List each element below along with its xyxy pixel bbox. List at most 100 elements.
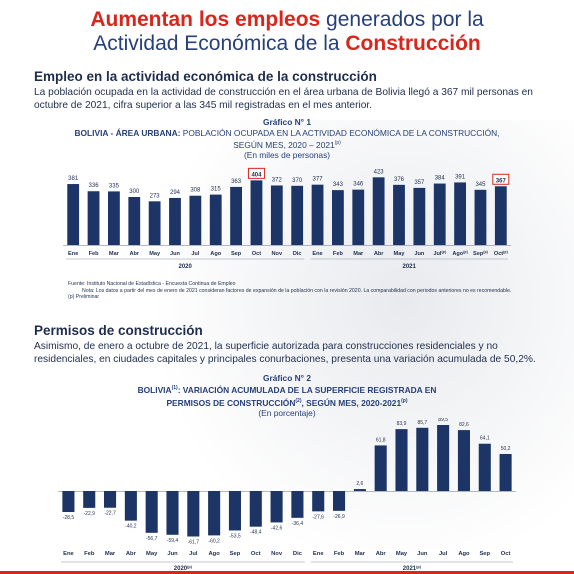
chart1-source: Fuente: Instituto Nacional de Estadístic…	[68, 281, 236, 287]
chart2-category-label: Dic	[293, 551, 303, 557]
chart2-category-label: Ago	[208, 551, 220, 557]
chart2-bar	[395, 429, 408, 491]
chart2-bar	[416, 427, 429, 491]
chart1-value-label: 336	[89, 183, 100, 189]
chart1-category-label: Jun	[414, 251, 425, 257]
chart1-value-label: 273	[150, 193, 161, 199]
chart1-value-label: 345	[475, 182, 486, 188]
chart1-value-label: 391	[455, 174, 466, 180]
chart1-value-label: 357	[414, 180, 425, 186]
chart1-category-label: Ene	[68, 251, 78, 257]
chart2-bar	[166, 491, 179, 535]
chart2-label: Gráfico N° 2	[262, 373, 312, 383]
chart2-category-label: Feb	[84, 551, 95, 557]
chart1-bar	[332, 190, 344, 245]
chart2-unit: (En porcentaje)	[258, 408, 316, 419]
title-text-1: generados por la	[320, 8, 484, 31]
chart2-value-label: -61,7	[188, 539, 200, 545]
chart2-value-label: -22,9	[84, 511, 96, 517]
chart1-value-label: 384	[435, 176, 446, 182]
chart2-bar	[291, 491, 304, 518]
chart1-notes: Fuente: Instituto Nacional de Estadístic…	[68, 281, 538, 301]
chart1-bar	[372, 177, 385, 245]
chart2-bar	[478, 443, 491, 491]
chart1-category-label: Sep	[231, 251, 242, 257]
chart2-title-a: BOLIVIA	[137, 385, 172, 396]
chart1-value-label: 346	[353, 182, 364, 188]
chart1-category-label: Oct(p)	[494, 250, 509, 257]
chart1-value-label: 372	[272, 177, 283, 183]
chart2-category-label: Oct	[251, 551, 261, 557]
chart2-value-label: -22,7	[104, 511, 116, 517]
chart1-value-label: 308	[190, 188, 201, 194]
chart2-category-label: Nov	[271, 551, 283, 557]
chart2-category-label: Oct	[501, 551, 511, 557]
footer-bar	[0, 571, 574, 574]
chart1-value-label: 367	[496, 178, 507, 184]
chart1-unit: (En miles de personas)	[243, 150, 331, 161]
chart2-value-label: -56,7	[146, 536, 158, 542]
chart1-value-label: 300	[129, 189, 140, 195]
chart2-category-label: Jul	[439, 551, 448, 557]
chart1-category-label: Dic	[293, 251, 302, 257]
chart1-bar	[209, 194, 222, 245]
chart2-value-label: -42,6	[271, 525, 283, 531]
chart1-value-label: 343	[333, 182, 344, 188]
chart1-category-label: Feb	[333, 251, 344, 257]
chart2-category-label: Jun	[417, 551, 428, 557]
chart2-bar	[270, 491, 283, 523]
chart2-bar	[457, 430, 470, 491]
chart1-category-label: Feb	[89, 251, 100, 257]
chart2-bar	[208, 491, 221, 536]
chart2-title-d: , SEGÚN MES, 2020-2021	[301, 397, 402, 408]
chart2-value-label: 64,1	[480, 436, 490, 442]
chart1-category-label: Jul(p)	[433, 250, 446, 257]
chart1-category-label: Ene	[312, 251, 322, 257]
section2-heading: Permisos de construcción	[34, 323, 203, 338]
chart1-bar	[311, 184, 324, 245]
chart2-bar	[249, 491, 262, 527]
chart1-bar	[291, 185, 304, 245]
chart2-category-label: Abr	[126, 551, 137, 557]
chart2-group-label: 2020(p)	[174, 565, 193, 572]
chart2-category-label: Mar	[105, 551, 116, 557]
chart2-value-label: -28,5	[63, 515, 75, 521]
chart1-highlight-box	[247, 167, 265, 179]
chart1-value-label: 381	[68, 176, 79, 182]
chart2-bar	[353, 489, 366, 491]
chart1-value-label: 376	[394, 177, 405, 183]
chart2-value-label: 83,9	[397, 421, 407, 427]
chart2-title-c: PERMISOS DE CONSTRUCCIÓN	[166, 397, 296, 408]
chart1-value-label: 377	[313, 177, 324, 183]
chart1-bar	[413, 187, 426, 245]
chart1-category-label: Mar	[109, 251, 120, 257]
chart2-value-label: 89,5	[438, 418, 448, 423]
chart1-category-label: Oct	[252, 251, 261, 257]
chart2-bar	[374, 445, 387, 491]
chart2-value-label: 85,7	[417, 420, 427, 426]
chart1-highlight-box	[492, 173, 510, 185]
chart2-category-label: Abr	[376, 551, 387, 557]
chart2-category-label: Sep	[479, 551, 490, 557]
chart2-bar	[145, 491, 158, 533]
chart1-value-label: 404	[251, 172, 262, 178]
chart1-category-label: Abr	[374, 251, 384, 257]
page-title: Aumentan los empleos generados por la Ac…	[0, 8, 574, 56]
chart2-title-sup3: (p)	[401, 397, 408, 404]
chart1-category-label: Jun	[170, 251, 181, 257]
chart2-category-label: May	[146, 551, 158, 557]
chart2-value-label: -53,5	[229, 533, 241, 539]
chart1-category-label: Sep(p)	[473, 250, 489, 257]
chart1-svg: 381 Ene 336 Feb 335 Mar 300 Abr 273 May 294 Jun 308 J…	[63, 167, 511, 270]
chart2-bar	[104, 491, 117, 508]
chart1-group-label: 2020	[179, 264, 193, 270]
chart2-bar	[499, 453, 512, 491]
chart2-category-label: Jul	[189, 551, 198, 557]
chart1-value-label: 363	[231, 179, 242, 185]
chart2-bar	[228, 491, 241, 531]
chart2-value-label: -26,9	[333, 514, 345, 520]
chart2-value-label: -48,4	[250, 530, 262, 536]
chart1-bar	[87, 191, 100, 245]
chart1-value-label: 335	[109, 183, 120, 189]
chart2-bar	[333, 491, 346, 511]
